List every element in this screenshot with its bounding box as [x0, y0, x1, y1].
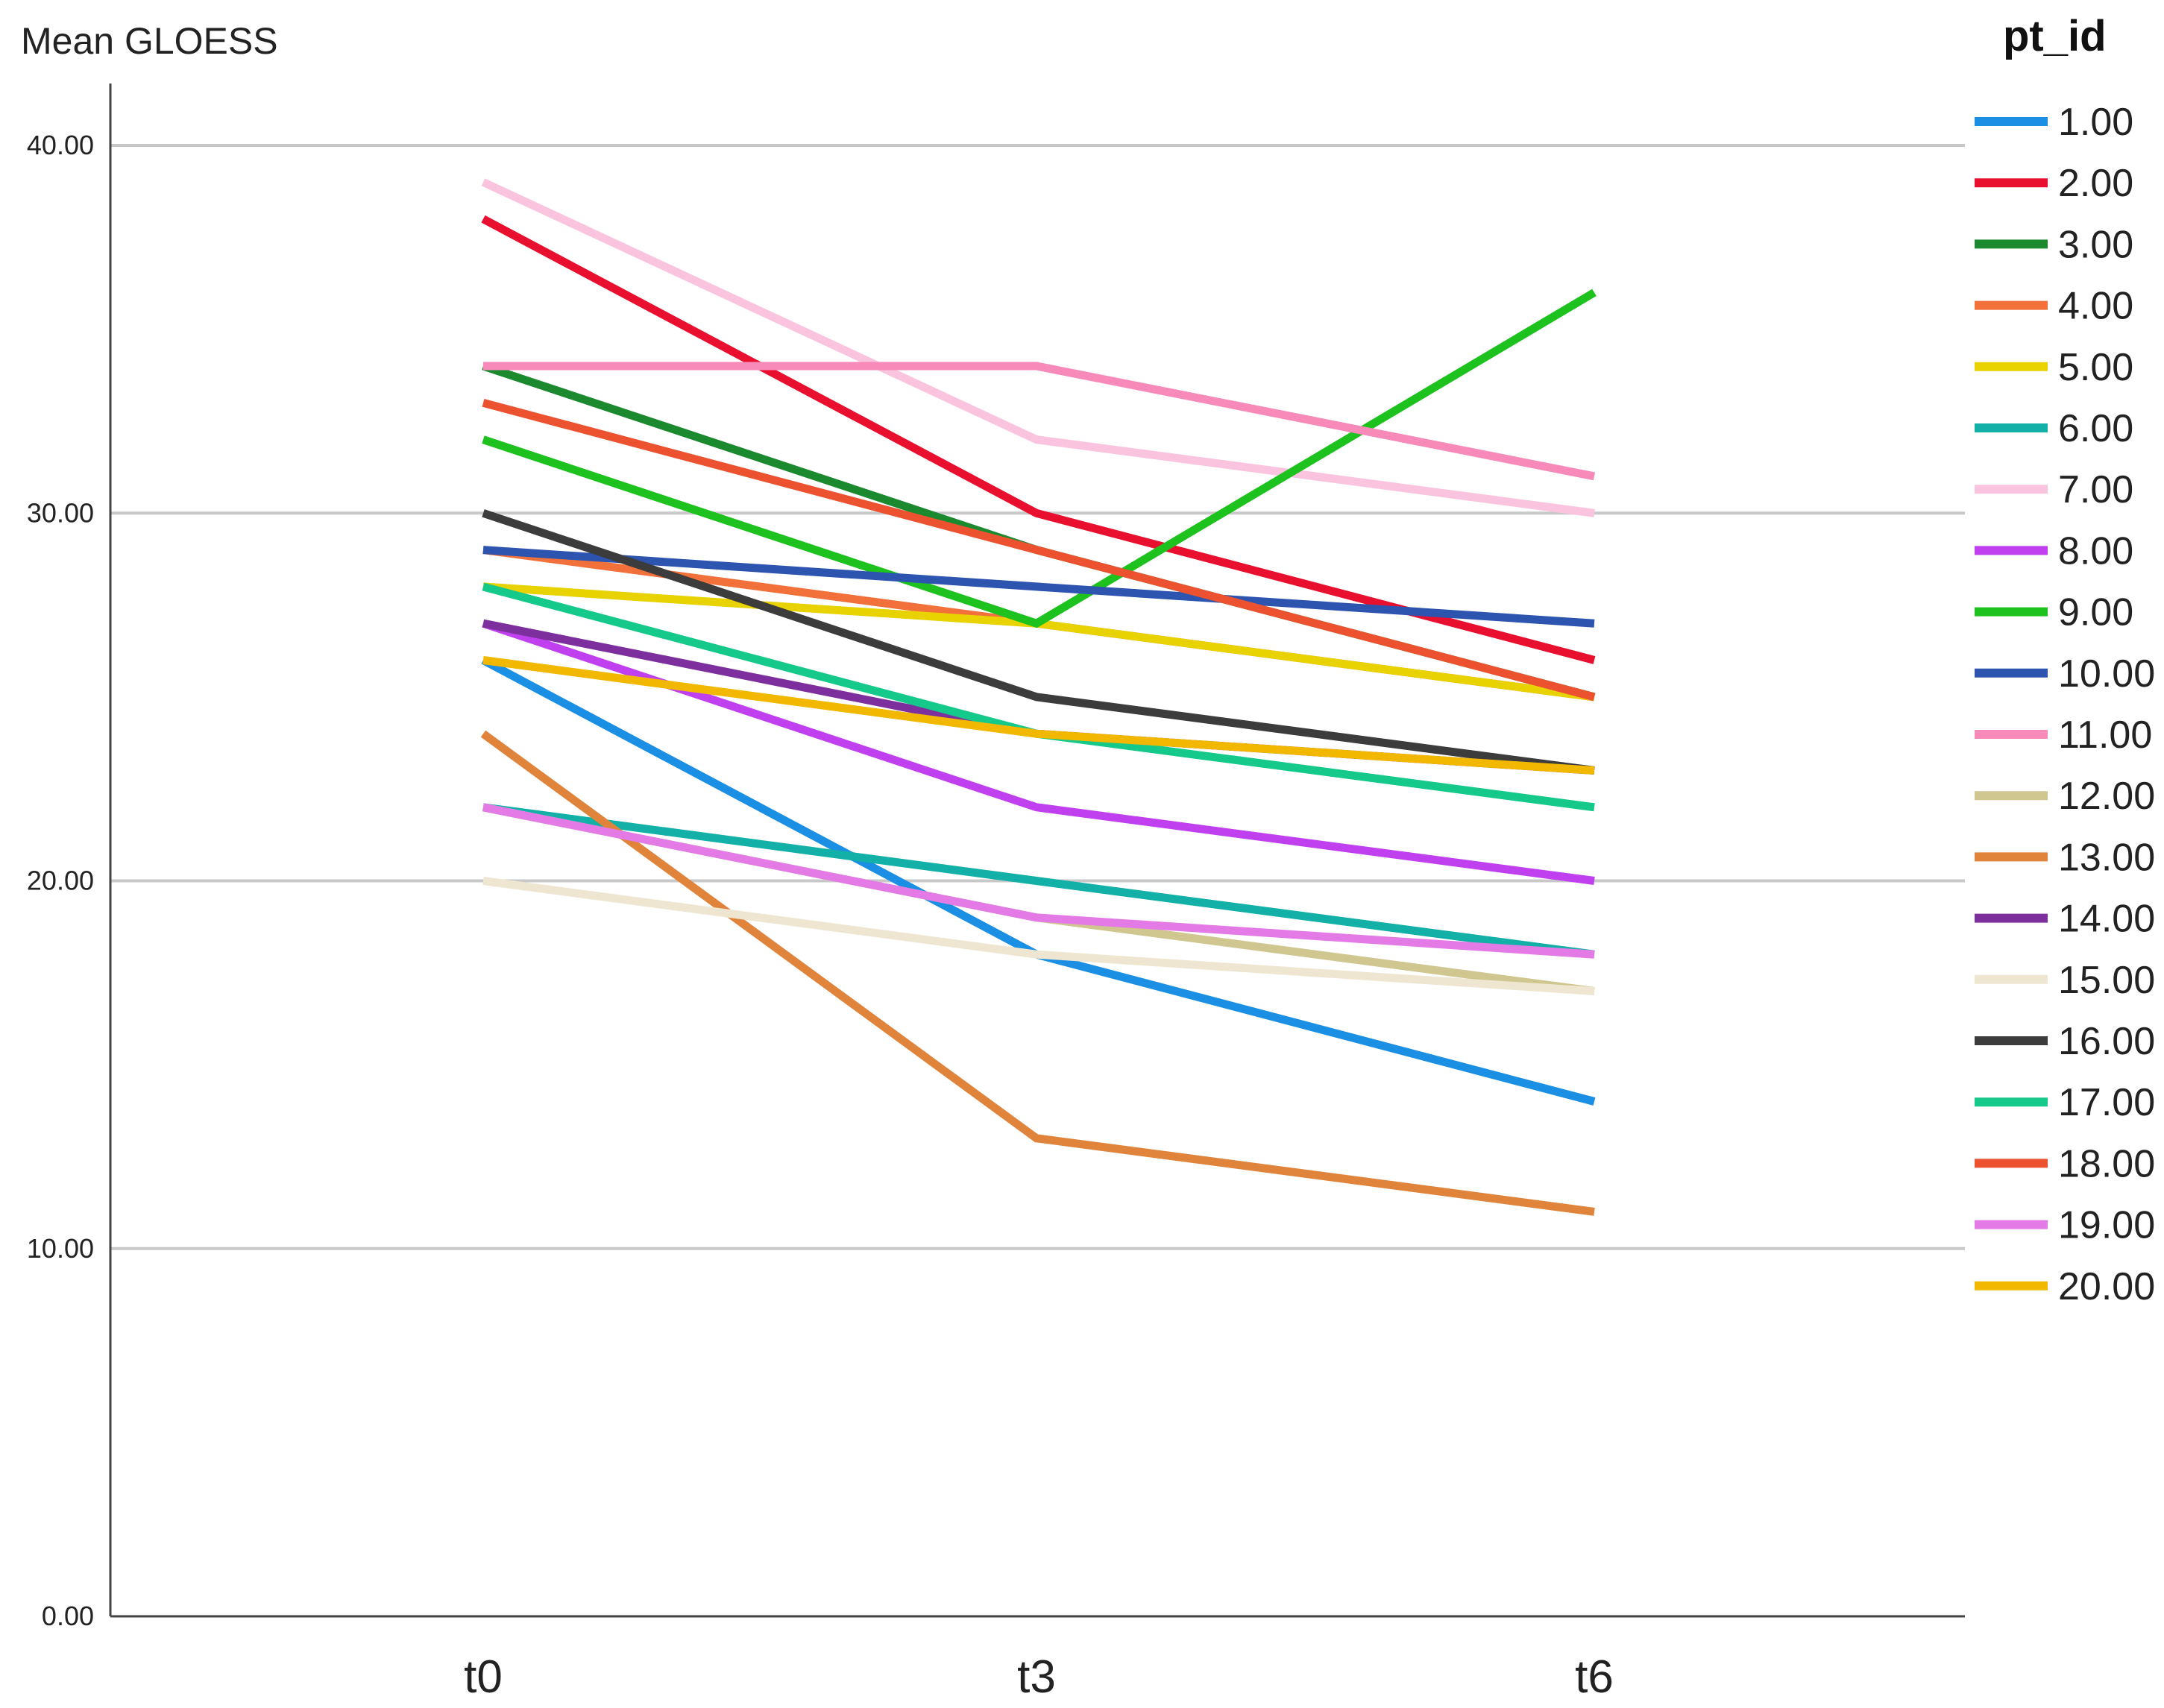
legend-entry-label: 15.00: [2058, 959, 2155, 1002]
series-line-15.00: [482, 877, 1595, 995]
axes: [109, 83, 1965, 1618]
x-tick-label: t0: [464, 1651, 503, 1703]
legend-entry-label: 5.00: [2058, 346, 2133, 389]
legend-entry-label: 11.00: [2058, 713, 2152, 757]
y-tick-labels: 0.00 10.00 20.00 30.00 40.00: [27, 130, 94, 1631]
legend-entry-label: 18.00: [2058, 1142, 2155, 1185]
y-tick-label: 10.00: [27, 1233, 94, 1264]
legend-entry-label: 19.00: [2058, 1204, 2155, 1247]
series-line-20.00: [482, 656, 1595, 775]
x-tick-label: t3: [1017, 1651, 1056, 1703]
legend-entry-label: 10.00: [2058, 652, 2155, 696]
series-line-11.00: [483, 362, 1596, 481]
legend-entry-label: 13.00: [2058, 836, 2155, 879]
y-tick-label: 40.00: [27, 130, 94, 160]
legend-entry-label: 8.00: [2058, 529, 2133, 573]
legend-entry-label: 7.00: [2058, 468, 2133, 511]
series-line-19.00: [482, 803, 1595, 959]
series-line-6.00: [482, 803, 1595, 959]
legend-entry-label: 16.00: [2058, 1020, 2155, 1063]
legend-entry-label: 20.00: [2058, 1265, 2155, 1308]
series-line-13.00: [480, 730, 1595, 1216]
series-line-9.00: [482, 289, 1597, 628]
series-line-7.00: [481, 178, 1595, 517]
legend-entry-label: 2.00: [2058, 162, 2133, 205]
legend-entry-label: 14.00: [2058, 898, 2155, 941]
legend-entry-label: 9.00: [2058, 591, 2133, 634]
series-lines: [480, 178, 1597, 1216]
legend: pt_id 1.00 2.00 3.00 4.00 5.00 6.00 7.00 8.00 9.…: [1975, 12, 2155, 1308]
y-tick-label: 0.00: [42, 1601, 94, 1631]
y-axis-label: Mean GLOESS: [21, 20, 278, 62]
x-tick-label: t6: [1575, 1651, 1614, 1703]
legend-entry-label: 6.00: [2058, 407, 2133, 450]
legend-entry-label: 3.00: [2058, 223, 2133, 266]
series-line-18.00: [482, 398, 1596, 702]
series-line-16.00: [482, 509, 1595, 775]
legend-entry-label: 12.00: [2058, 775, 2155, 818]
series-line-10.00: [482, 546, 1595, 628]
legend-entry-label: 1.00: [2058, 101, 2133, 144]
legend-entry-label: 4.00: [2058, 285, 2133, 328]
series-line-3.00: [482, 362, 1596, 702]
legend-entry-label: 17.00: [2058, 1081, 2155, 1124]
legend-title: pt_id: [2003, 12, 2107, 60]
x-tick-labels: t0 t3 t6: [464, 1651, 1614, 1703]
y-tick-label: 20.00: [27, 866, 94, 896]
y-tick-label: 30.00: [27, 497, 94, 528]
